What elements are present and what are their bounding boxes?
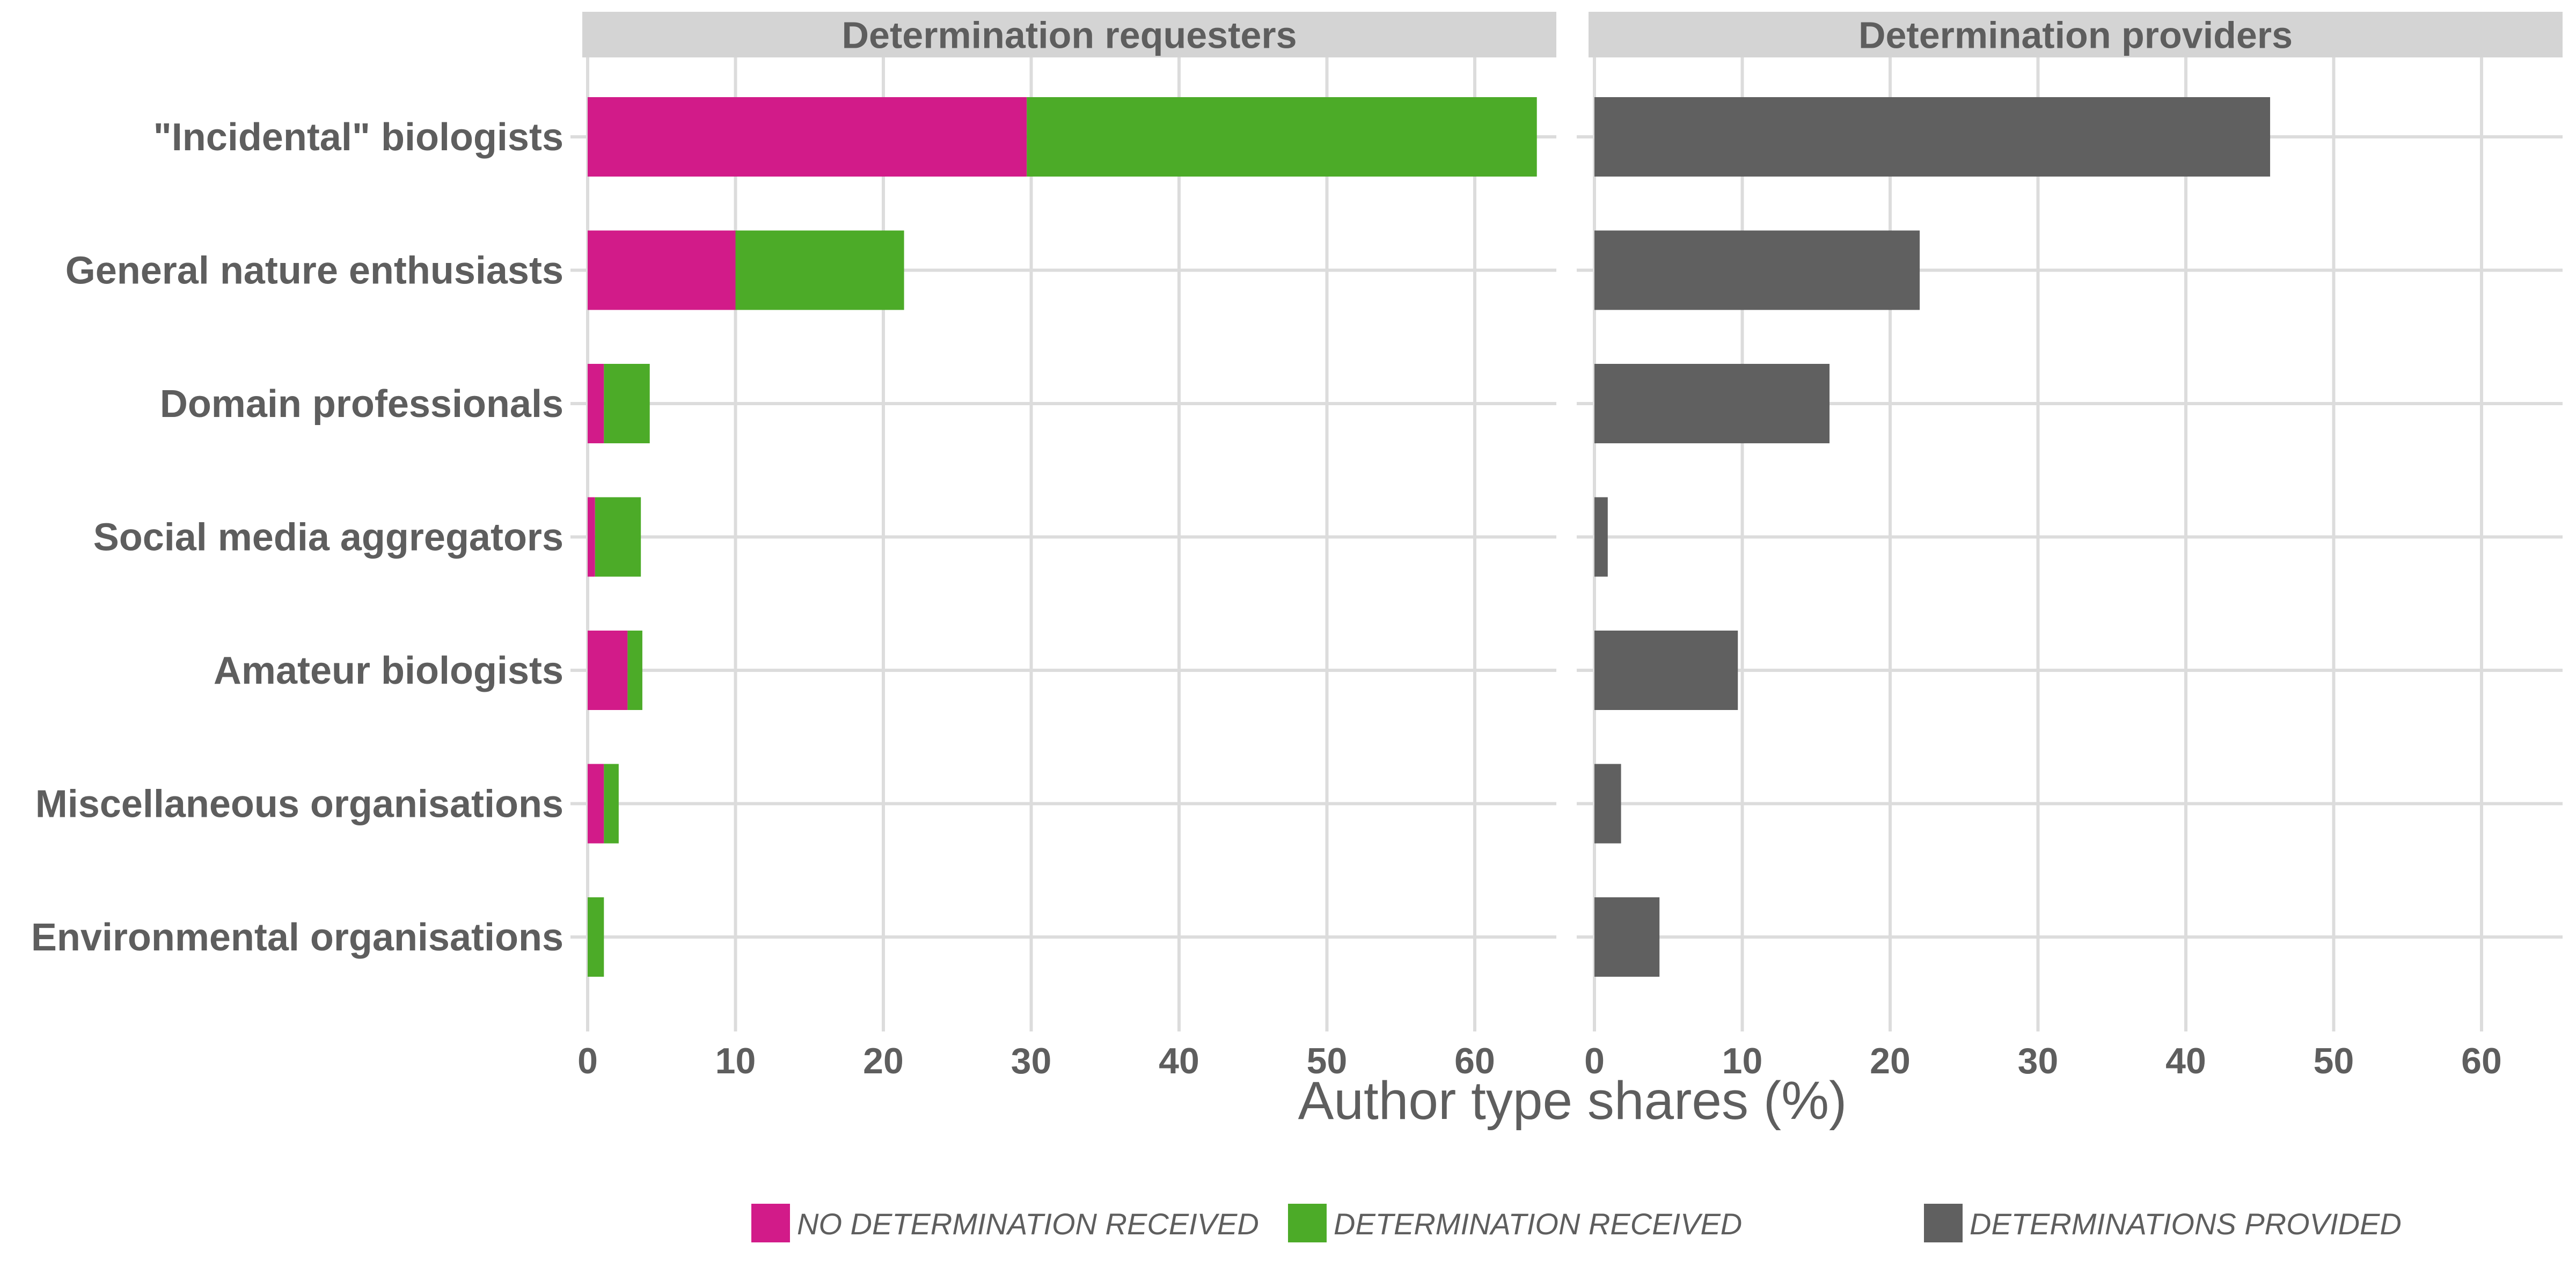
bar-determination-received (735, 230, 904, 310)
legend-swatch (751, 1204, 790, 1242)
bar-determinations-provided (1594, 230, 1920, 310)
x-tick-label: 40 (1159, 1041, 1199, 1081)
x-tick-label: 30 (1011, 1041, 1052, 1081)
x-axis-title: Author type shares (%) (1298, 1071, 1847, 1131)
x-tick-label: 30 (2018, 1041, 2059, 1081)
bar-no-determination (588, 364, 604, 443)
legend-label: DETERMINATIONS PROVIDED (1970, 1207, 2402, 1241)
y-tick-label: "Incidental" biologists (153, 116, 564, 159)
legend-item: DETERMINATION RECEIVED (1288, 1204, 1742, 1242)
bar-determinations-provided (1594, 631, 1738, 710)
bar-determinations-provided (1594, 497, 1608, 577)
x-tick-label: 0 (577, 1041, 598, 1081)
x-tick-label: 0 (1584, 1041, 1605, 1081)
x-tick-label: 60 (2461, 1041, 2502, 1081)
bar-determination-received (604, 364, 650, 443)
legend-swatch (1924, 1204, 1963, 1242)
bar-determination-received (627, 631, 642, 710)
bar-determination-received (1027, 97, 1537, 177)
x-tick-label: 10 (715, 1041, 756, 1081)
x-tick-label: 50 (1307, 1041, 1348, 1081)
panel-strip (1589, 12, 2563, 57)
y-tick-label: Social media aggregators (93, 516, 564, 559)
y-tick-label: Amateur biologists (214, 649, 564, 692)
bar-determination-received (595, 497, 641, 577)
y-tick-label: General nature enthusiasts (65, 250, 564, 292)
x-tick-label: 10 (1722, 1041, 1763, 1081)
legend-item: NO DETERMINATION RECEIVED (751, 1204, 1259, 1242)
x-tick-label: 20 (1870, 1041, 1911, 1081)
panel-title: Determination requesters (841, 14, 1297, 56)
panel-title: Determination providers (1858, 14, 2293, 56)
bar-no-determination (588, 97, 1027, 177)
legend-label: DETERMINATION RECEIVED (1334, 1207, 1742, 1241)
bar-determinations-provided (1594, 897, 1660, 977)
panel-strip (582, 12, 1556, 57)
y-tick-label: Miscellaneous organisations (35, 783, 564, 826)
legend-label: NO DETERMINATION RECEIVED (797, 1207, 1259, 1241)
y-tick-label: Environmental organisations (31, 916, 564, 959)
legend-item: DETERMINATIONS PROVIDED (1924, 1204, 2402, 1242)
bar-no-determination (588, 764, 604, 844)
bar-determination-received (588, 897, 604, 977)
legend: NO DETERMINATION RECEIVED DETERMINATION R… (751, 1204, 2402, 1242)
bar-no-determination (588, 230, 736, 310)
x-tick-label: 50 (2314, 1041, 2354, 1081)
y-tick-label: Domain professionals (160, 383, 564, 426)
bar-determination-received (604, 764, 619, 844)
panel-providers: Determination providers 0 10 20 30 40 50 60 (1577, 12, 2563, 1081)
x-tick-label: 40 (2165, 1041, 2206, 1081)
x-tick-label: 20 (863, 1041, 904, 1081)
bar-determinations-provided (1594, 764, 1621, 844)
x-tick-label: 60 (1454, 1041, 1495, 1081)
panel-requesters: Determination requesters 0 10 20 30 40 50 60 (570, 12, 1556, 1081)
bar-determinations-provided (1594, 364, 1830, 443)
category-labels: "Incidental" biologists General nature en… (31, 116, 564, 959)
bar-determinations-provided (1594, 97, 2271, 177)
legend-swatch (1288, 1204, 1327, 1242)
bar-no-determination (588, 631, 628, 710)
bar-no-determination (588, 497, 595, 577)
